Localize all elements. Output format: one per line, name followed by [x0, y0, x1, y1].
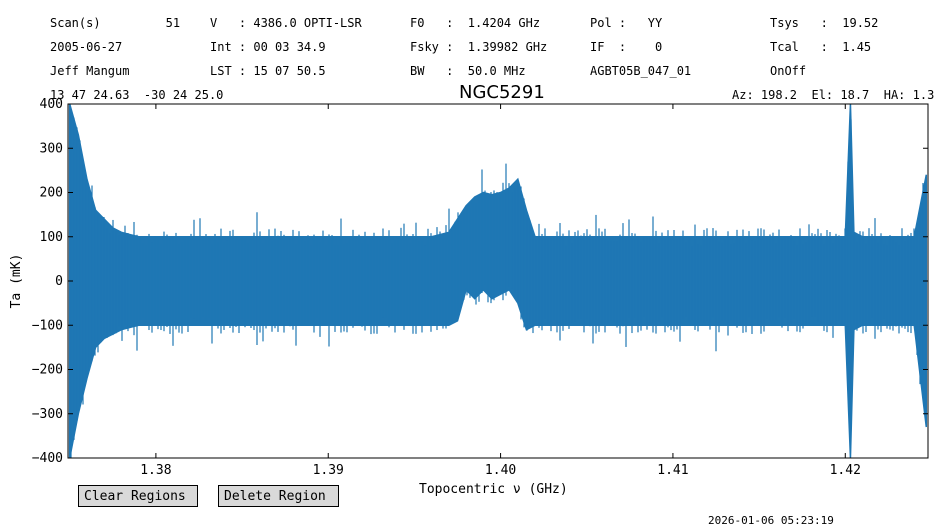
- clear-regions-button[interactable]: Clear Regions: [78, 485, 198, 507]
- header-field: V : 4386.0 OPTI-LSR: [210, 16, 362, 30]
- header-field: Tsys : 19.52: [770, 16, 879, 30]
- y-tick-label: 200: [40, 186, 63, 201]
- header-field: Pol : YY: [590, 16, 663, 30]
- header-field: Fsky : 1.39982 GHz: [410, 40, 548, 54]
- header-field: 2005-06-27: [50, 40, 123, 54]
- y-tick-label: −100: [32, 318, 63, 333]
- y-tick-label: −200: [32, 363, 63, 378]
- header-field: IF : 0: [590, 40, 663, 54]
- header-field: Int : 00 03 34.9: [210, 40, 326, 54]
- spectrum-noise: [68, 104, 927, 458]
- x-tick-label: 1.38: [140, 463, 171, 478]
- x-tick-label: 1.42: [830, 463, 861, 478]
- y-tick-label: 400: [40, 97, 63, 112]
- header-field: Scan(s) 51: [50, 16, 181, 30]
- render-timestamp: 2026-01-06 05:23:19: [708, 514, 834, 527]
- source-coordinates: 13 47 24.63 -30 24 25.0: [50, 88, 224, 102]
- header-field: F0 : 1.4204 GHz: [410, 16, 541, 30]
- y-tick-label: 0: [55, 274, 63, 289]
- x-tick-label: 1.41: [657, 463, 688, 478]
- x-tick-label: 1.39: [313, 463, 344, 478]
- header-field: Tcal : 1.45: [770, 40, 872, 54]
- header-field: Jeff Mangum: [50, 64, 130, 78]
- x-axis-label: Topocentric ν (GHz): [419, 482, 568, 497]
- y-tick-label: −400: [32, 451, 63, 466]
- az-el-ha-readout: Az: 198.2 El: 18.7 HA: 1.3: [732, 88, 935, 102]
- delete-region-button[interactable]: Delete Region: [218, 485, 339, 507]
- x-tick-label: 1.40: [485, 463, 516, 478]
- y-tick-label: 300: [40, 141, 63, 156]
- y-axis-label: Ta (mK): [9, 254, 24, 309]
- header-field: AGBT05B_047_01: [590, 64, 692, 78]
- spectrum-series: [68, 104, 928, 458]
- chart-title: NGC5291: [459, 82, 545, 103]
- header-field: BW : 50.0 MHz: [410, 64, 526, 78]
- y-tick-label: 100: [40, 230, 63, 245]
- header-field: LST : 15 07 50.5: [210, 64, 326, 78]
- y-tick-label: −300: [32, 407, 63, 422]
- header-field: OnOff: [770, 64, 807, 78]
